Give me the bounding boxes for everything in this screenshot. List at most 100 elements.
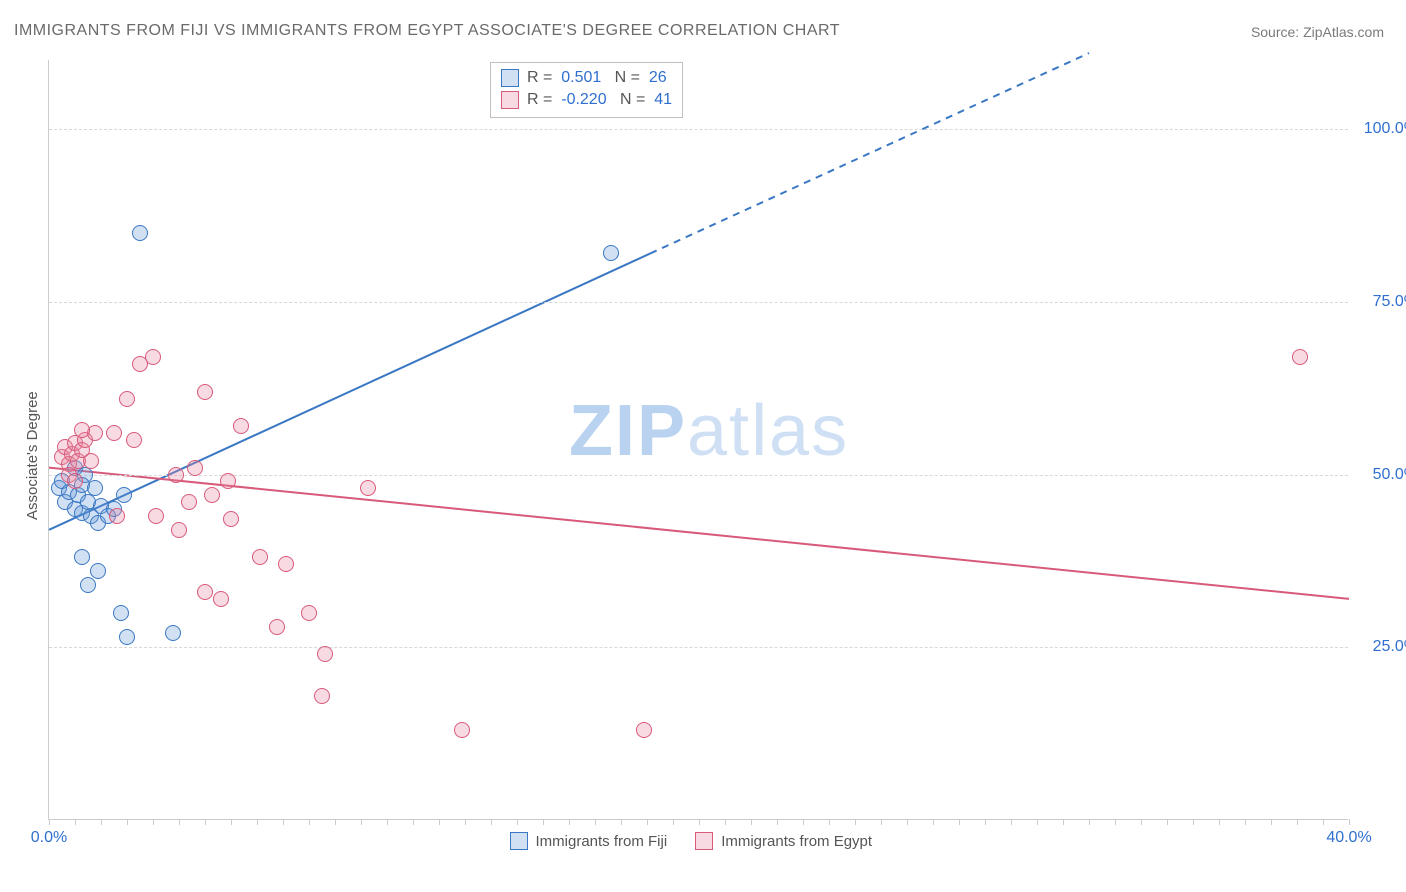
data-point-egypt (119, 391, 135, 407)
source-attribution: Source: ZipAtlas.com (1251, 24, 1384, 40)
x-tick-mark (673, 819, 674, 825)
data-point-egypt (213, 591, 229, 607)
data-point-fiji (87, 480, 103, 496)
x-tick-mark (1037, 819, 1038, 825)
source-label: Source: (1251, 24, 1303, 40)
x-tick-mark (1245, 819, 1246, 825)
series-swatch-fiji (510, 832, 528, 850)
x-tick-mark (647, 819, 648, 825)
x-tick-mark (491, 819, 492, 825)
x-tick-mark (959, 819, 960, 825)
x-tick-mark (387, 819, 388, 825)
x-tick-mark (413, 819, 414, 825)
x-tick-mark (1271, 819, 1272, 825)
x-tick-mark (725, 819, 726, 825)
x-tick-mark (205, 819, 206, 825)
x-tick-mark (75, 819, 76, 825)
data-point-egypt (269, 619, 285, 635)
trend-lines (49, 60, 1349, 820)
data-point-egypt (187, 460, 203, 476)
gridline (49, 129, 1348, 130)
data-point-egypt (252, 549, 268, 565)
data-point-egypt (636, 722, 652, 738)
x-tick-mark (569, 819, 570, 825)
source-value: ZipAtlas.com (1303, 24, 1384, 40)
data-point-fiji (113, 605, 129, 621)
data-point-egypt (454, 722, 470, 738)
data-point-egypt (301, 605, 317, 621)
data-point-egypt (109, 508, 125, 524)
x-tick-mark (595, 819, 596, 825)
x-tick-mark (465, 819, 466, 825)
x-tick-mark (1323, 819, 1324, 825)
legend-stats-fiji: R = 0.501 N = 26 (527, 67, 667, 89)
data-point-egypt (233, 418, 249, 434)
x-tick-mark (751, 819, 752, 825)
x-tick-mark (933, 819, 934, 825)
data-point-egypt (168, 467, 184, 483)
x-tick-mark (231, 819, 232, 825)
data-point-fiji (603, 245, 619, 261)
y-tick-label: 25.0% (1358, 638, 1406, 656)
x-tick-label: 40.0% (1326, 829, 1371, 847)
x-tick-mark (907, 819, 908, 825)
data-point-egypt (317, 646, 333, 662)
data-point-egypt (171, 522, 187, 538)
data-point-egypt (197, 584, 213, 600)
x-tick-mark (829, 819, 830, 825)
data-point-fiji (165, 625, 181, 641)
x-tick-mark (543, 819, 544, 825)
correlation-legend: R = 0.501 N = 26R = -0.220 N = 41 (490, 62, 683, 118)
x-tick-mark (101, 819, 102, 825)
data-point-egypt (67, 473, 83, 489)
plot-area: ZIPatlas 25.0%50.0%75.0%100.0%0.0%40.0% (48, 60, 1348, 820)
series-legend: Immigrants from Fiji Immigrants from Egyp… (510, 832, 873, 850)
x-tick-mark (153, 819, 154, 825)
data-point-egypt (223, 511, 239, 527)
x-tick-mark (361, 819, 362, 825)
series-legend-item-fiji: Immigrants from Fiji (510, 832, 668, 850)
data-point-egypt (220, 473, 236, 489)
data-point-fiji (80, 577, 96, 593)
x-tick-mark (49, 819, 50, 825)
data-point-egypt (360, 480, 376, 496)
data-point-fiji (90, 563, 106, 579)
x-tick-mark (881, 819, 882, 825)
x-tick-mark (1011, 819, 1012, 825)
gridline (49, 647, 1348, 648)
series-swatch-egypt (695, 832, 713, 850)
data-point-egypt (197, 384, 213, 400)
trend-line-fiji (49, 253, 650, 529)
legend-row-fiji: R = 0.501 N = 26 (501, 67, 672, 89)
data-point-egypt (278, 556, 294, 572)
y-axis-label: Associate's Degree (24, 391, 41, 520)
x-tick-mark (1115, 819, 1116, 825)
data-point-egypt (126, 432, 142, 448)
x-tick-mark (1141, 819, 1142, 825)
x-tick-mark (621, 819, 622, 825)
data-point-egypt (148, 508, 164, 524)
data-point-fiji (116, 487, 132, 503)
x-tick-mark (803, 819, 804, 825)
y-tick-label: 100.0% (1358, 120, 1406, 138)
x-tick-mark (439, 819, 440, 825)
legend-stats-egypt: R = -0.220 N = 41 (527, 89, 672, 111)
data-point-egypt (74, 422, 90, 438)
data-point-fiji (74, 549, 90, 565)
x-tick-mark (1089, 819, 1090, 825)
series-label-egypt: Immigrants from Egypt (721, 833, 872, 850)
series-label-fiji: Immigrants from Fiji (536, 833, 668, 850)
legend-row-egypt: R = -0.220 N = 41 (501, 89, 672, 111)
data-point-egypt (132, 356, 148, 372)
data-point-egypt (181, 494, 197, 510)
x-tick-mark (855, 819, 856, 825)
gridline (49, 302, 1348, 303)
x-tick-mark (1063, 819, 1064, 825)
x-tick-mark (517, 819, 518, 825)
data-point-egypt (83, 453, 99, 469)
legend-swatch-fiji (501, 69, 519, 87)
x-tick-mark (257, 819, 258, 825)
x-tick-mark (1193, 819, 1194, 825)
chart-root: IMMIGRANTS FROM FIJI VS IMMIGRANTS FROM … (0, 0, 1406, 892)
y-tick-label: 75.0% (1358, 293, 1406, 311)
